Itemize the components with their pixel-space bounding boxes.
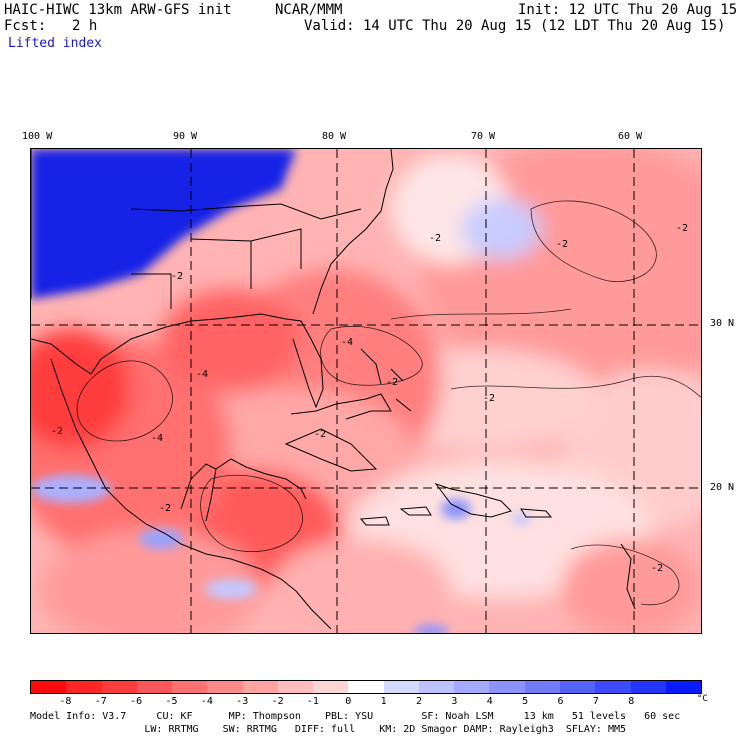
contour-label: -2 <box>483 393 495 404</box>
color-swatch <box>559 681 596 693</box>
init-time: Init: 12 UTC Thu 20 Aug 15 <box>518 2 738 18</box>
lat-label-20n: 20 N <box>710 482 735 493</box>
color-scale-tick: 4 <box>486 696 493 707</box>
color-scale-tick: -7 <box>94 696 107 707</box>
color-swatch <box>242 681 278 693</box>
color-swatch <box>524 681 560 693</box>
color-scale-bar <box>30 680 702 694</box>
color-swatch <box>383 681 419 693</box>
lon-label-60w: 60 W <box>618 131 643 142</box>
contour-label: -2 <box>429 233 441 244</box>
contour-label: -2 <box>171 271 183 282</box>
contour-label: -2 <box>314 429 326 440</box>
color-swatch <box>665 681 702 693</box>
lon-label-70w: 70 W <box>471 131 496 142</box>
map-canvas: -2 -2 -2 -2 -2 -2 -4 -4 -4 -2 -2 -2 -2 <box>31 149 701 633</box>
forecast-label: Fcst: <box>4 18 47 34</box>
color-scale-tick: 3 <box>451 696 458 707</box>
model-title: HAIC-HIWC 13km ARW-GFS init <box>4 2 232 18</box>
units-label: °C <box>697 694 708 704</box>
color-swatch <box>207 681 243 693</box>
color-scale-tick: 1 <box>380 696 387 707</box>
color-scale-tick: 2 <box>416 696 423 707</box>
color-scale-tick: 8 <box>628 696 635 707</box>
coastlines <box>31 149 636 630</box>
color-scale-tick: 0 <box>345 696 352 707</box>
contour-label: -2 <box>651 563 663 574</box>
color-swatch <box>136 681 173 693</box>
lifted-index-map: -2 -2 -2 -2 -2 -2 -4 -4 -4 -2 -2 -2 -2 <box>30 148 702 634</box>
lon-label-90w: 90 W <box>173 131 198 142</box>
contour-label: -2 <box>51 426 63 437</box>
color-scale-tick: -3 <box>236 696 249 707</box>
field-name: Lifted index <box>8 36 102 51</box>
color-swatch <box>348 681 384 693</box>
color-scale-tick: -2 <box>271 696 284 707</box>
color-swatch <box>630 681 666 693</box>
graticule <box>31 149 701 633</box>
lon-label-80w: 80 W <box>322 131 347 142</box>
color-swatch <box>277 681 314 693</box>
color-scale-tick: 5 <box>522 696 529 707</box>
contour-label: -4 <box>151 433 163 444</box>
color-swatch <box>31 681 67 693</box>
color-swatch <box>313 681 349 693</box>
color-scale-tick: 7 <box>592 696 599 707</box>
color-scale-tick: -5 <box>165 696 178 707</box>
color-scale-tick: -8 <box>59 696 72 707</box>
color-swatch <box>66 681 102 693</box>
contour-label: -4 <box>196 369 208 380</box>
contour-label: -2 <box>676 223 688 234</box>
color-swatch <box>595 681 631 693</box>
color-swatch <box>489 681 525 693</box>
model-info-line-1: Model Info: V3.7 CU: KF MP: Thompson PBL… <box>30 711 681 722</box>
model-info-line-2: LW: RRTMG SW: RRTMG DIFF: full KM: 2D Sm… <box>30 724 627 735</box>
contour-label: -2 <box>159 503 171 514</box>
organization: NCAR/MMM <box>275 2 343 18</box>
contour-label: -4 <box>341 337 353 348</box>
lat-label-30n: 30 N <box>710 318 735 329</box>
color-scale-tick: -1 <box>306 696 319 707</box>
valid-time: Valid: 14 UTC Thu 20 Aug 15 (12 LDT Thu … <box>304 18 726 34</box>
color-scale-tick: -6 <box>130 696 143 707</box>
forecast-hour: 2 h <box>72 18 98 34</box>
contour-label: -2 <box>386 377 398 388</box>
contours <box>76 200 701 606</box>
color-swatch <box>172 681 208 693</box>
color-swatch <box>418 681 455 693</box>
color-swatch <box>454 681 490 693</box>
lon-label-100w: 100 W <box>22 131 53 142</box>
contour-label: -2 <box>556 239 568 250</box>
color-scale-tick: -4 <box>200 696 213 707</box>
color-swatch <box>101 681 137 693</box>
color-scale-tick: 6 <box>557 696 564 707</box>
